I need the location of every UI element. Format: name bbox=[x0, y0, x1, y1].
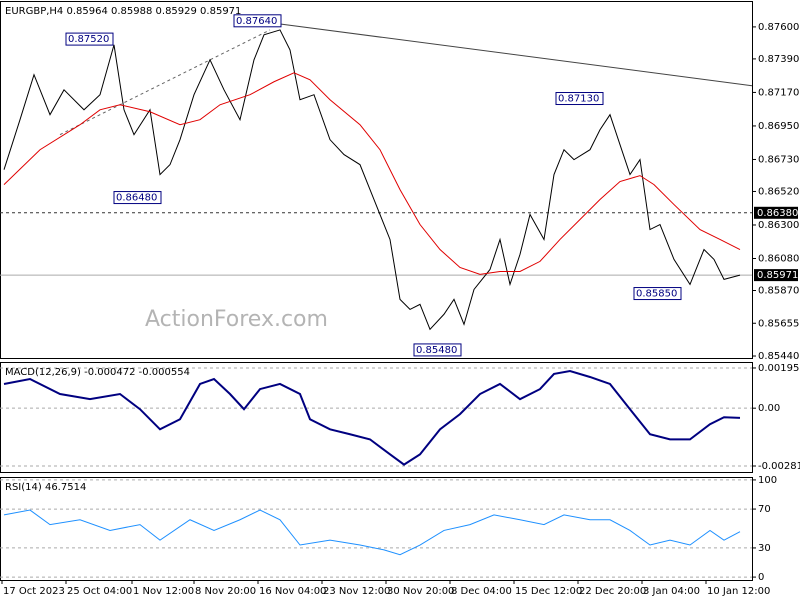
y-tick-label: 0.87600 bbox=[758, 22, 799, 33]
annotation-box bbox=[633, 287, 682, 301]
watermark: ActionForex.com bbox=[145, 307, 328, 332]
panel-frame bbox=[0, 1, 753, 359]
trend-line bbox=[263, 21, 753, 87]
x-tick-label: 16 Nov 04:00 bbox=[259, 586, 326, 597]
series-line bbox=[3, 29, 741, 331]
y-tick-label: 0.86520 bbox=[758, 186, 799, 197]
level-label: 0.85971 bbox=[757, 270, 798, 281]
y-tick-label: 70 bbox=[758, 504, 771, 515]
annotation-label: 0.85850 bbox=[636, 289, 677, 300]
y-tick-label: 0.85440 bbox=[758, 351, 799, 362]
y-tick-label: 0.86730 bbox=[758, 154, 799, 165]
x-tick-label: 15 Dec 12:00 bbox=[515, 586, 582, 597]
x-tick-label: 1 Nov 12:00 bbox=[133, 586, 194, 597]
y-tick-label: 0.86950 bbox=[758, 121, 799, 132]
y-tick-label: 0.86080 bbox=[758, 254, 799, 265]
x-tick-label: 22 Dec 20:00 bbox=[579, 586, 646, 597]
y-tick-label: -0.002818 bbox=[758, 461, 800, 472]
y-tick-label: 0.85655 bbox=[758, 318, 799, 329]
annotation-box bbox=[555, 92, 604, 106]
annotation-label: 0.87520 bbox=[68, 34, 109, 45]
x-tick-label: 3 Jan 04:00 bbox=[643, 586, 700, 597]
panel-frame bbox=[0, 477, 753, 581]
y-tick-label: 0.87390 bbox=[758, 54, 799, 65]
annotation-label: 0.87640 bbox=[236, 16, 277, 27]
y-tick-label: 0.87170 bbox=[758, 87, 799, 98]
trend-line bbox=[59, 29, 271, 136]
x-tick-label: 30 Nov 20:00 bbox=[387, 586, 454, 597]
y-tick-label: 0.001959 bbox=[758, 363, 800, 374]
y-tick-label: 0.86300 bbox=[758, 220, 799, 231]
series-line bbox=[3, 370, 741, 466]
annotation-box bbox=[233, 14, 282, 28]
annotation-box bbox=[413, 343, 462, 357]
level-label-bg bbox=[754, 206, 798, 219]
x-tick-label: 17 Oct 2023 bbox=[3, 586, 65, 597]
panel-title: EURGBP,H4 0.85964 0.85988 0.85929 0.8597… bbox=[5, 6, 241, 17]
y-tick-label: 0.85870 bbox=[758, 286, 799, 297]
y-tick-label: 100 bbox=[758, 475, 777, 486]
level-label-bg bbox=[754, 269, 798, 282]
x-tick-label: 10 Jan 12:00 bbox=[707, 586, 770, 597]
panel-title: MACD(12,26,9) -0.000472 -0.000554 bbox=[5, 367, 190, 378]
annotation-box bbox=[113, 191, 162, 205]
y-tick-label: 30 bbox=[758, 543, 771, 554]
y-tick-label: 0.00 bbox=[758, 403, 780, 414]
series-line bbox=[3, 72, 741, 275]
y-tick-label: 0 bbox=[758, 572, 764, 583]
annotation-box bbox=[65, 32, 114, 46]
x-tick-label: 23 Nov 12:00 bbox=[323, 586, 390, 597]
x-tick-label: 8 Dec 04:00 bbox=[451, 586, 512, 597]
series-line bbox=[3, 509, 741, 556]
x-tick-label: 8 Nov 20:00 bbox=[195, 586, 256, 597]
level-label: 0.86380 bbox=[757, 208, 798, 219]
annotation-label: 0.87130 bbox=[558, 94, 599, 105]
panel-title: RSI(14) 46.7514 bbox=[5, 482, 86, 493]
panel-frame bbox=[0, 362, 753, 473]
annotation-label: 0.86480 bbox=[116, 193, 157, 204]
x-tick-label: 25 Oct 04:00 bbox=[67, 586, 132, 597]
annotation-label: 0.85480 bbox=[416, 345, 457, 356]
